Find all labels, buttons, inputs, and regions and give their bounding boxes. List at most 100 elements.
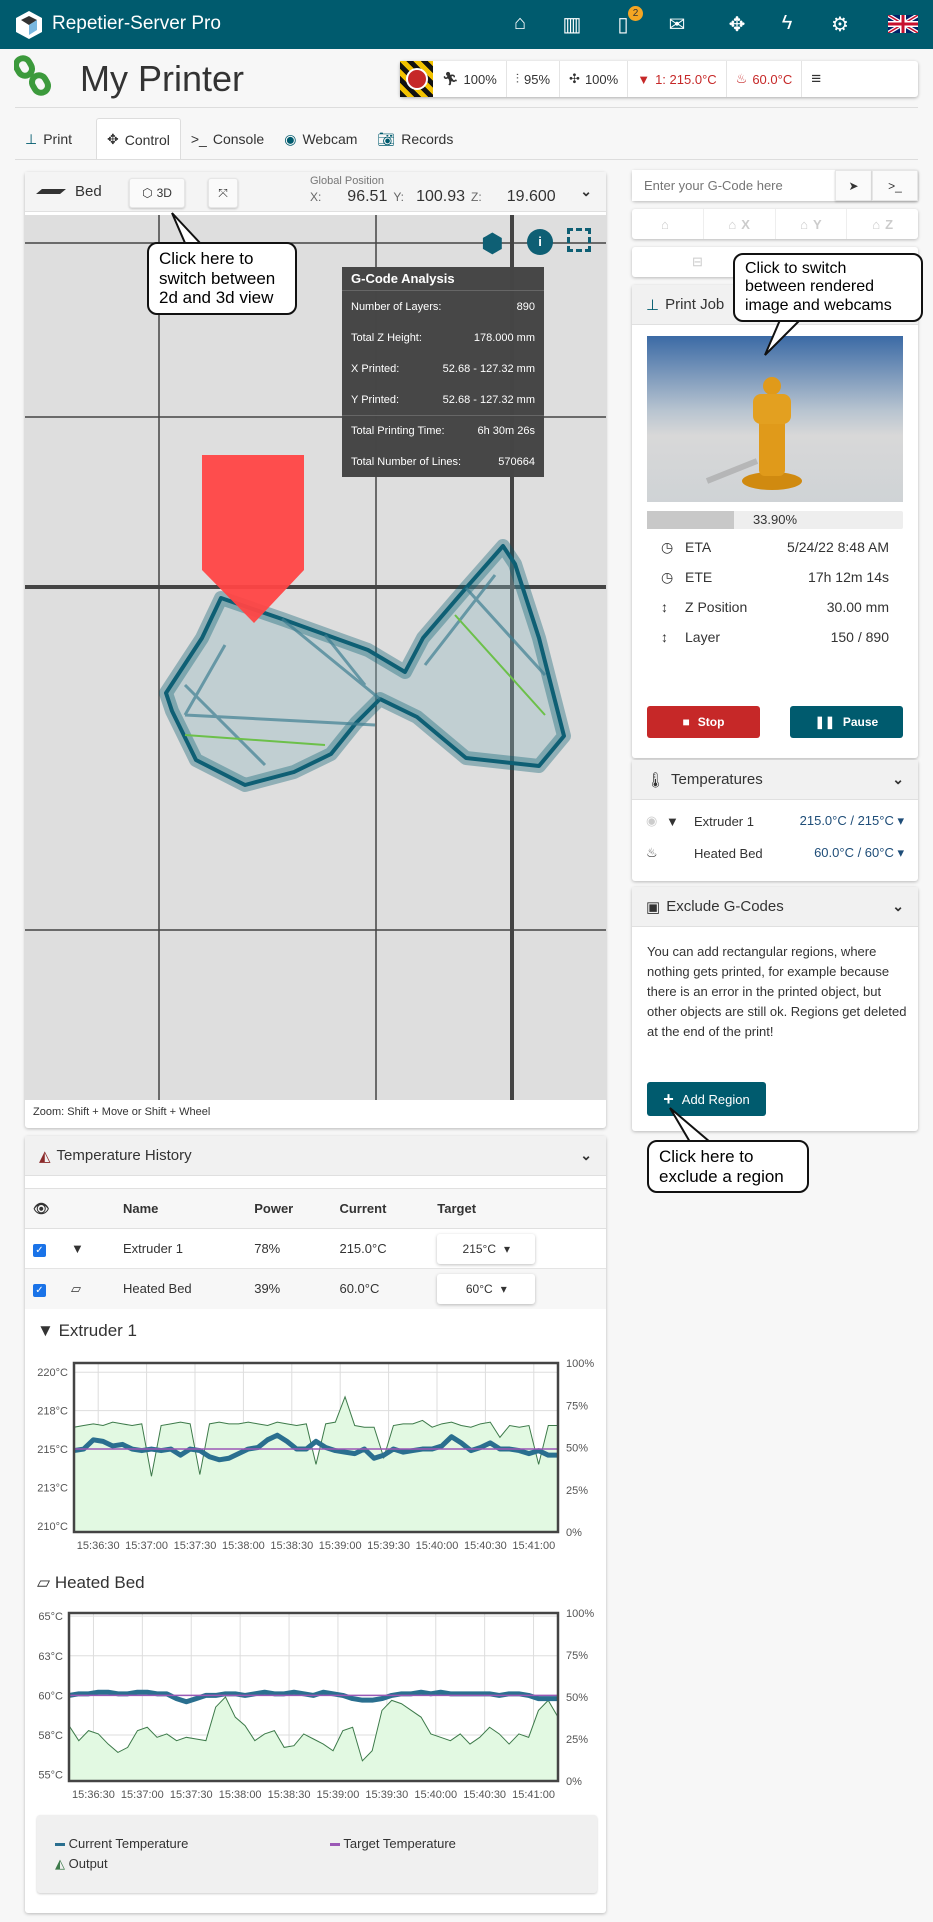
home-x-button[interactable]: ⌂ X <box>704 209 776 239</box>
stop-icon: ■ <box>682 715 690 729</box>
y-tick-label: 60°C <box>38 1690 63 1702</box>
legend-target[interactable]: Target Temperature <box>330 1836 456 1851</box>
bed-temp-dropdown[interactable]: 60.0°C / 60°C ▾ <box>814 845 904 860</box>
tab-print[interactable]: ⊥ Print <box>25 130 72 148</box>
bolt-icon[interactable]: ϟ <box>781 12 793 34</box>
heated-bed-icon: ▱ <box>37 1573 51 1592</box>
flow-status[interactable]: ⫶ 95% <box>507 61 561 97</box>
compress-icon: ⤧ <box>218 185 228 200</box>
temperature-table: 👁︎ Name Power Current Target ✓ ▼ Extruder 1 78%… <box>25 1188 606 1309</box>
statue-render <box>705 377 802 490</box>
x-tick-label: 15:39:30 <box>367 1540 410 1552</box>
visibility-checkbox[interactable]: ✓ <box>33 1283 46 1297</box>
uk-flag-icon[interactable] <box>888 15 918 33</box>
add-region-button[interactable]: + Add Region <box>647 1082 766 1116</box>
x-tick-label: 15:40:30 <box>464 1540 507 1552</box>
speed-status[interactable]: 🏃︎ 100% <box>433 61 507 97</box>
x-tick-label: 15:39:30 <box>365 1789 408 1801</box>
target-select[interactable]: 60°C ▾ <box>437 1273 536 1304</box>
bed-status[interactable]: ♨ 60.0°C <box>727 61 803 97</box>
gcode-input[interactable] <box>632 170 835 201</box>
visibility-checkbox[interactable]: ✓ <box>33 1243 46 1257</box>
y-tick-label: 215°C <box>37 1444 68 1456</box>
collapse-chevron-icon[interactable]: ⌄ <box>892 771 904 787</box>
open-console-button[interactable]: >_ <box>872 170 918 201</box>
fullscreen-icon[interactable] <box>567 228 591 252</box>
extruder-icon: ▼ <box>37 1321 54 1340</box>
home-y-button[interactable]: ⌂ Y <box>776 209 848 239</box>
zoom-hint: Zoom: Shift + Move or Shift + Wheel <box>33 1106 211 1118</box>
analysis-label: Total Number of Lines: <box>351 455 462 468</box>
x-tick-label: 15:40:00 <box>416 1540 459 1552</box>
camera-icon: 📷︎ <box>377 130 396 147</box>
target-select[interactable]: 215°C ▾ <box>437 1233 536 1264</box>
console-icon: >_ <box>190 131 207 147</box>
rendered-print-image[interactable] <box>647 336 903 502</box>
fan-status[interactable]: ✣ 100% <box>560 61 629 97</box>
analysis-label: X Printed: <box>351 362 400 375</box>
active-extruder-radio[interactable]: ◉ <box>646 813 658 828</box>
x-tick-label: 15:40:30 <box>463 1789 506 1801</box>
expand-icon[interactable]: ✥ <box>728 14 746 36</box>
tab-webcam[interactable]: ◉ Webcam <box>284 130 358 148</box>
paper-plane-icon: ➤ <box>848 178 859 193</box>
3d-box-icon[interactable]: ⬢ <box>481 228 504 258</box>
bed-icon <box>36 189 66 194</box>
emergency-stop-button[interactable] <box>400 61 433 97</box>
send-gcode-button[interactable]: ➤ <box>835 170 872 201</box>
home-icon[interactable]: ⌂ <box>513 12 527 34</box>
top-navbar: Repetier-Server Pro ⌂ ▥ ▯ 2 ✉ ✥ ϟ ⚙ <box>0 0 933 49</box>
archive-icon[interactable]: ▥ <box>562 14 582 36</box>
y2-tick-label: 25% <box>566 1734 588 1746</box>
x-tick-label: 15:38:00 <box>222 1540 265 1552</box>
y2-tick-label: 50% <box>566 1443 588 1455</box>
home-all-button[interactable]: ⌂ <box>632 209 704 239</box>
console-icon: >_ <box>888 178 902 193</box>
analysis-row: Total Printing Time: 6h 30m 26s <box>342 415 544 446</box>
area-chart-icon: ◭ <box>55 1856 65 1871</box>
tab-console[interactable]: >_ Console <box>190 131 265 147</box>
stop-button[interactable]: ■ Stop <box>647 706 760 738</box>
mail-icon[interactable]: ✉ <box>668 14 686 36</box>
heated-bed-icon: ♨ <box>735 71 748 86</box>
x-tick-label: 15:37:30 <box>174 1540 217 1552</box>
collapse-chevron-icon[interactable]: ⌄ <box>580 1147 592 1163</box>
legend-output[interactable]: ◭ Output <box>55 1856 108 1871</box>
global-position: X: 96.51 Y: 100.93 Z: 19.600 <box>310 188 556 205</box>
x-tick-label: 15:37:00 <box>121 1789 164 1801</box>
print-icon: ⊥ <box>25 130 38 147</box>
printer-tabs: ⊥ Print ✥ Control >_ Console ◉ Webcam 📷︎ Reco… <box>15 118 463 160</box>
extruder-status[interactable]: ▼ 1: 215.0°C <box>628 61 727 97</box>
table-row: ✓ ▼ Extruder 1 78% 215.0°C 215°C ▾ <box>25 1228 606 1269</box>
info-icon[interactable]: i <box>527 229 553 255</box>
analysis-row: Number of Layers: 890 <box>342 291 544 322</box>
collapse-chevron-icon[interactable]: ⌄ <box>892 898 904 914</box>
y-tick-label: 213°C <box>37 1482 68 1494</box>
tab-control[interactable]: ✥ Control <box>96 118 181 160</box>
analysis-value: 52.68 - 127.32 mm <box>442 362 535 375</box>
gcode-analysis-title: G-Code Analysis <box>342 267 544 291</box>
collapse-chevron-icon[interactable]: ⌄ <box>580 183 592 199</box>
pause-button[interactable]: ❚❚ Pause <box>790 706 903 738</box>
legend-current[interactable]: Current Temperature <box>55 1836 188 1851</box>
gear-icon[interactable]: ⚙ <box>831 14 849 36</box>
home-z-button[interactable]: ⌂ Z <box>872 216 894 232</box>
extruder-temp-dropdown[interactable]: 215.0°C / 215°C ▾ <box>799 813 904 828</box>
tab-records[interactable]: 📷︎ Records <box>377 130 454 148</box>
y2-tick-label: 100% <box>566 1358 594 1370</box>
bed-panel-header: Bed ⬡ 3D ⤧ Global Position X: 96.51 Y: 100.… <box>25 172 606 212</box>
tab-divider <box>15 159 918 160</box>
area-chart-icon: ◭ <box>39 1147 51 1165</box>
y2-tick-label: 25% <box>566 1485 588 1497</box>
y2-tick-label: 0% <box>566 1527 582 1539</box>
brand-name[interactable]: Repetier-Server Pro <box>52 13 221 34</box>
toggle-3d-button[interactable]: ⬡ 3D <box>129 178 185 208</box>
plus-icon: + <box>663 1088 674 1109</box>
print-job-panel: ⊥ Print Job 33.90% ◷ ETA 5/24/22 8:48 AM ◷ ET… <box>632 285 918 758</box>
fit-view-button[interactable]: ⤧ <box>208 178 238 208</box>
tablet-icon[interactable]: ▯ 2 <box>609 6 643 37</box>
menu-icon[interactable]: ≡ <box>811 69 822 88</box>
printer-status-bar: 🏃︎ 100% ⫶ 95% ✣ 100% ▼ 1: 215.0°C ♨ 60.0°C ≡ <box>400 61 918 97</box>
analysis-value: 890 <box>516 300 535 313</box>
chart-legend: Current Temperature Target Temperature ◭… <box>37 1815 597 1893</box>
